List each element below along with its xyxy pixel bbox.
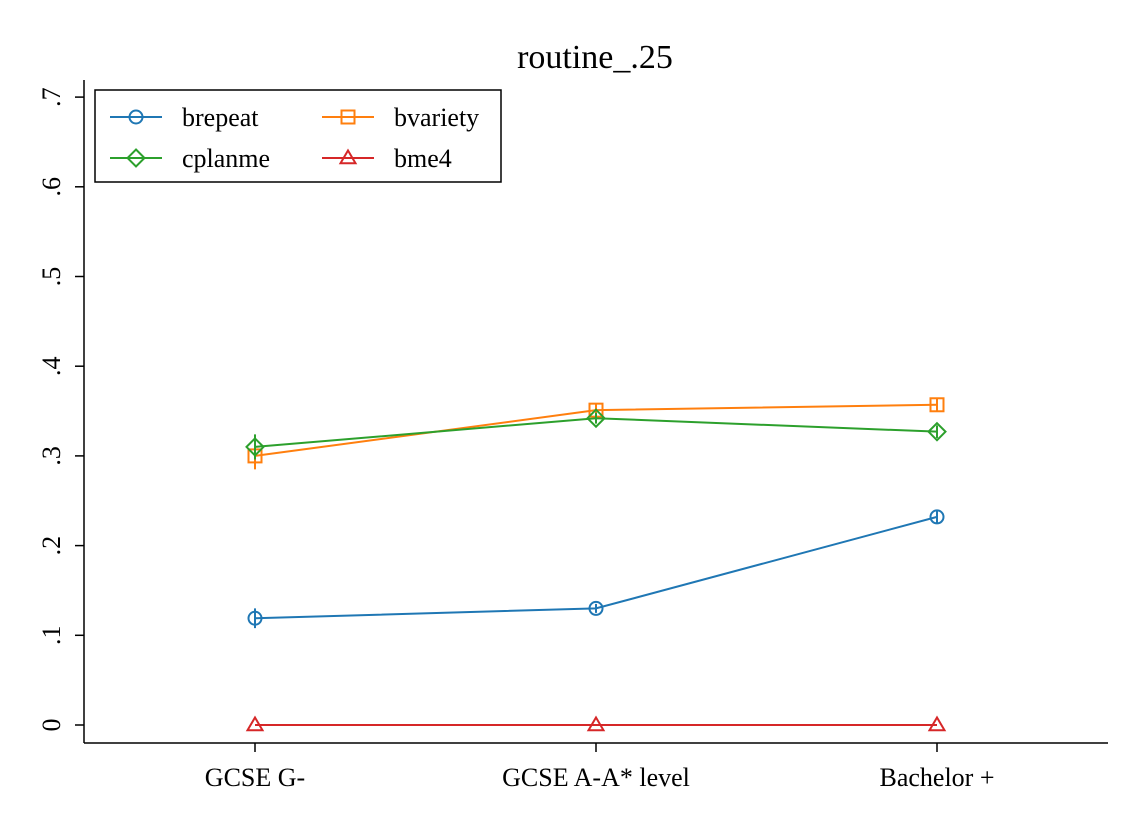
chart-title: routine_.25: [517, 39, 673, 76]
x-tick-label: GCSE A-A* level: [502, 763, 690, 792]
legend-label: bme4: [394, 144, 452, 173]
legend-marker: [128, 109, 144, 125]
y-tick-label: 0: [37, 719, 66, 732]
legend-item-bme4: bme4: [322, 144, 452, 173]
legend-item-brepeat: brepeat: [110, 103, 259, 132]
y-tick-label: .1: [37, 626, 66, 646]
series-line-brepeat: [254, 515, 938, 620]
y-tick-label: .5: [37, 267, 66, 287]
data-point-cplanme: [245, 437, 265, 457]
x-tick-label: GCSE G-: [205, 763, 305, 792]
data-point-brepeat: [247, 610, 263, 626]
legend-item-bvariety: bvariety: [322, 103, 479, 132]
y-tick-label: .6: [37, 177, 66, 197]
series-brepeat: [247, 509, 945, 629]
data-point-brepeat: [929, 509, 945, 525]
legend-marker: [338, 148, 358, 165]
data-point-cplanme: [927, 421, 947, 442]
y-tick-label: .3: [37, 446, 66, 466]
series-cplanme: [245, 408, 947, 460]
data-point-bme4: [586, 715, 606, 732]
y-tick-label: .2: [37, 536, 66, 556]
y-tick-label: .4: [37, 356, 66, 376]
series-layer: [245, 397, 947, 732]
legend-item-cplanme: cplanme: [110, 144, 270, 173]
legend-box: [94, 89, 502, 183]
legend-label: brepeat: [182, 103, 259, 132]
legend-marker: [126, 148, 146, 168]
legend-label: cplanme: [182, 144, 270, 173]
data-point-cplanme: [586, 408, 606, 429]
data-point-bvariety: [929, 397, 945, 413]
x-tick-label: Bachelor +: [879, 763, 994, 792]
legend-marker: [340, 109, 356, 125]
data-point-bme4: [245, 715, 265, 732]
series-bme4: [245, 715, 947, 732]
data-point-brepeat: [588, 600, 604, 616]
legend: brepeat bvariety cplanme bme4: [94, 89, 502, 183]
axes: 0 .1 .2 .3 .4 .5 .6 .7 GCSE G- GCSE A-A* level Bac…: [37, 80, 1108, 792]
legend-label: bvariety: [394, 103, 479, 132]
data-point-bme4: [927, 715, 947, 732]
y-tick-label: .7: [37, 87, 66, 107]
